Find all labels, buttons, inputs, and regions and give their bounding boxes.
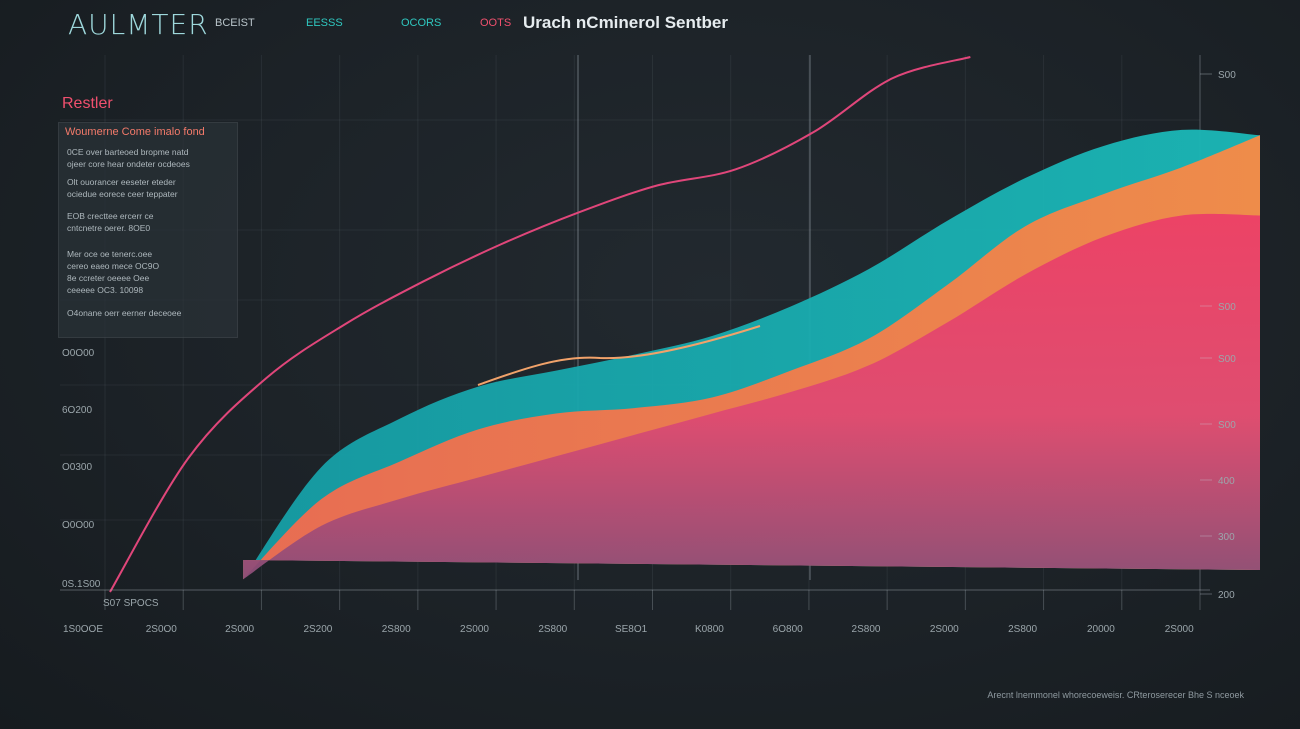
x-tick-label: 2S800 [852, 624, 881, 635]
x-tick-label: 2S800 [538, 624, 567, 635]
nav-item-2[interactable]: EESSS [306, 17, 343, 29]
x-tick-label: K0800 [695, 624, 724, 635]
x-tick-label: 2S000 [1165, 624, 1194, 635]
trend-line [109, 56, 971, 593]
panel-line: ojeer core hear ondeter ocdeoes [67, 159, 190, 169]
x-tick-label: 2S000 [930, 624, 959, 635]
y-right-label: S00 [1218, 354, 1236, 365]
chart-title: Urach nCminerol Sentber [523, 13, 728, 32]
nav-item-1[interactable]: BCEIST [215, 17, 255, 29]
panel-line: 0CE over barteoed bropme natd [67, 147, 189, 157]
area-pink [243, 213, 1260, 580]
x-tick-label: 2S200 [303, 624, 332, 635]
panel-line: Olt ouorancer eeseter eteder [67, 177, 176, 187]
panel-subheading: Woumerne Come imalo fond [65, 126, 205, 138]
y-left-label: O0300 [62, 462, 92, 473]
panel-line: cereo eaeo mece OC9O [67, 261, 160, 271]
x-tick-label: SE8O1 [615, 624, 648, 635]
y-right-label: 400 [1218, 476, 1235, 487]
y-right-label: S00 [1218, 302, 1236, 313]
y-left-label: 0S.1S00 [62, 579, 101, 590]
nav-item-4[interactable]: OOTS [480, 17, 512, 29]
x-tick-label: 2S000 [460, 624, 489, 635]
y-right-label: 300 [1218, 532, 1235, 543]
x-tick-label: 2S800 [1008, 624, 1037, 635]
highlight-line [477, 325, 761, 386]
y-left-label: 6O200 [62, 405, 92, 416]
brand-logo: AULMTER [68, 8, 209, 41]
y-left-label: O0O00 [62, 348, 95, 359]
info-panel: Woumerne Come imalo fond 0CE over barteo… [58, 122, 238, 338]
x-tick-label: 2S000 [225, 624, 254, 635]
panel-line: Mer oce oe tenerc.oee [67, 249, 153, 259]
x-tick-label: 2S800 [382, 624, 411, 635]
panel-line: cntcnetre oerer. 8OE0 [67, 223, 151, 233]
series-areas [243, 129, 1260, 580]
y-left-label: O0O00 [62, 520, 95, 531]
trend-layer [109, 56, 971, 593]
panel-line: O4onane oerr eerner deceoee [67, 308, 182, 318]
y-right-label: 200 [1218, 590, 1235, 601]
panel-heading: Restler [62, 95, 113, 112]
x-tick-label: 20000 [1087, 624, 1115, 635]
panel-line: EOB crecttee ercerr ce [67, 211, 154, 221]
axes-layer: 1S0OOE 2S0O0 2S000 2S200 2S800 2S000 2S800 SE8O… [60, 70, 1236, 635]
panel-line: ceeeee OC3. 10098 [67, 285, 144, 295]
nav-item-3[interactable]: OCORS [401, 17, 442, 29]
x-tick-label: 1S0OOE [63, 624, 103, 635]
footnote: Arecnt lnemmonel whorecoeweisr. CRterose… [987, 690, 1244, 700]
panel-line: 8e ccreter oeeee Oee [67, 273, 150, 283]
panel-line: ociedue eorece ceer teppater [67, 189, 178, 199]
x-tick-label: 6O800 [773, 624, 803, 635]
x-tick-label: 2S0O0 [146, 624, 178, 635]
x-sub-label: S07 SPOCS [103, 598, 159, 609]
y-right-label: S00 [1218, 70, 1236, 81]
y-right-label: S00 [1218, 420, 1236, 431]
top-bar: AULMTER BCEIST EESSS OCORS OOTS Urach nC… [0, 0, 1300, 50]
